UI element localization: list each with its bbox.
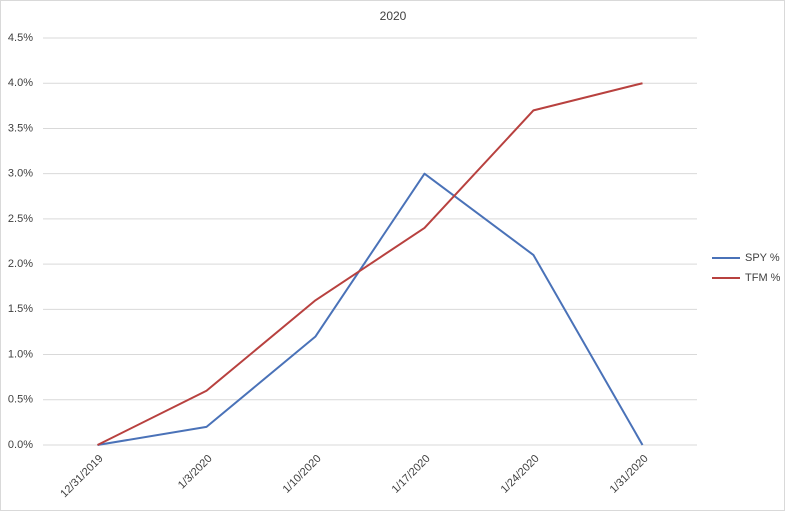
y-tick-label: 1.5% <box>8 303 33 315</box>
y-tick-label: 4.5% <box>8 32 33 44</box>
y-tick-label: 2.0% <box>8 258 33 270</box>
series-line <box>97 172 644 446</box>
chart-title: 2020 <box>380 9 407 23</box>
y-tick-label: 1.0% <box>8 348 33 360</box>
series-line <box>97 82 643 446</box>
y-tick-label: 0.5% <box>8 394 33 406</box>
y-tick-label: 0.0% <box>8 439 33 451</box>
legend-label: TFM % <box>745 272 781 284</box>
y-tick-label: 2.5% <box>8 213 33 225</box>
y-tick-label: 4.0% <box>8 77 33 89</box>
y-tick-label: 3.5% <box>8 122 33 134</box>
y-tick-label: 3.0% <box>8 168 33 180</box>
legend-label: SPY % <box>745 252 780 264</box>
